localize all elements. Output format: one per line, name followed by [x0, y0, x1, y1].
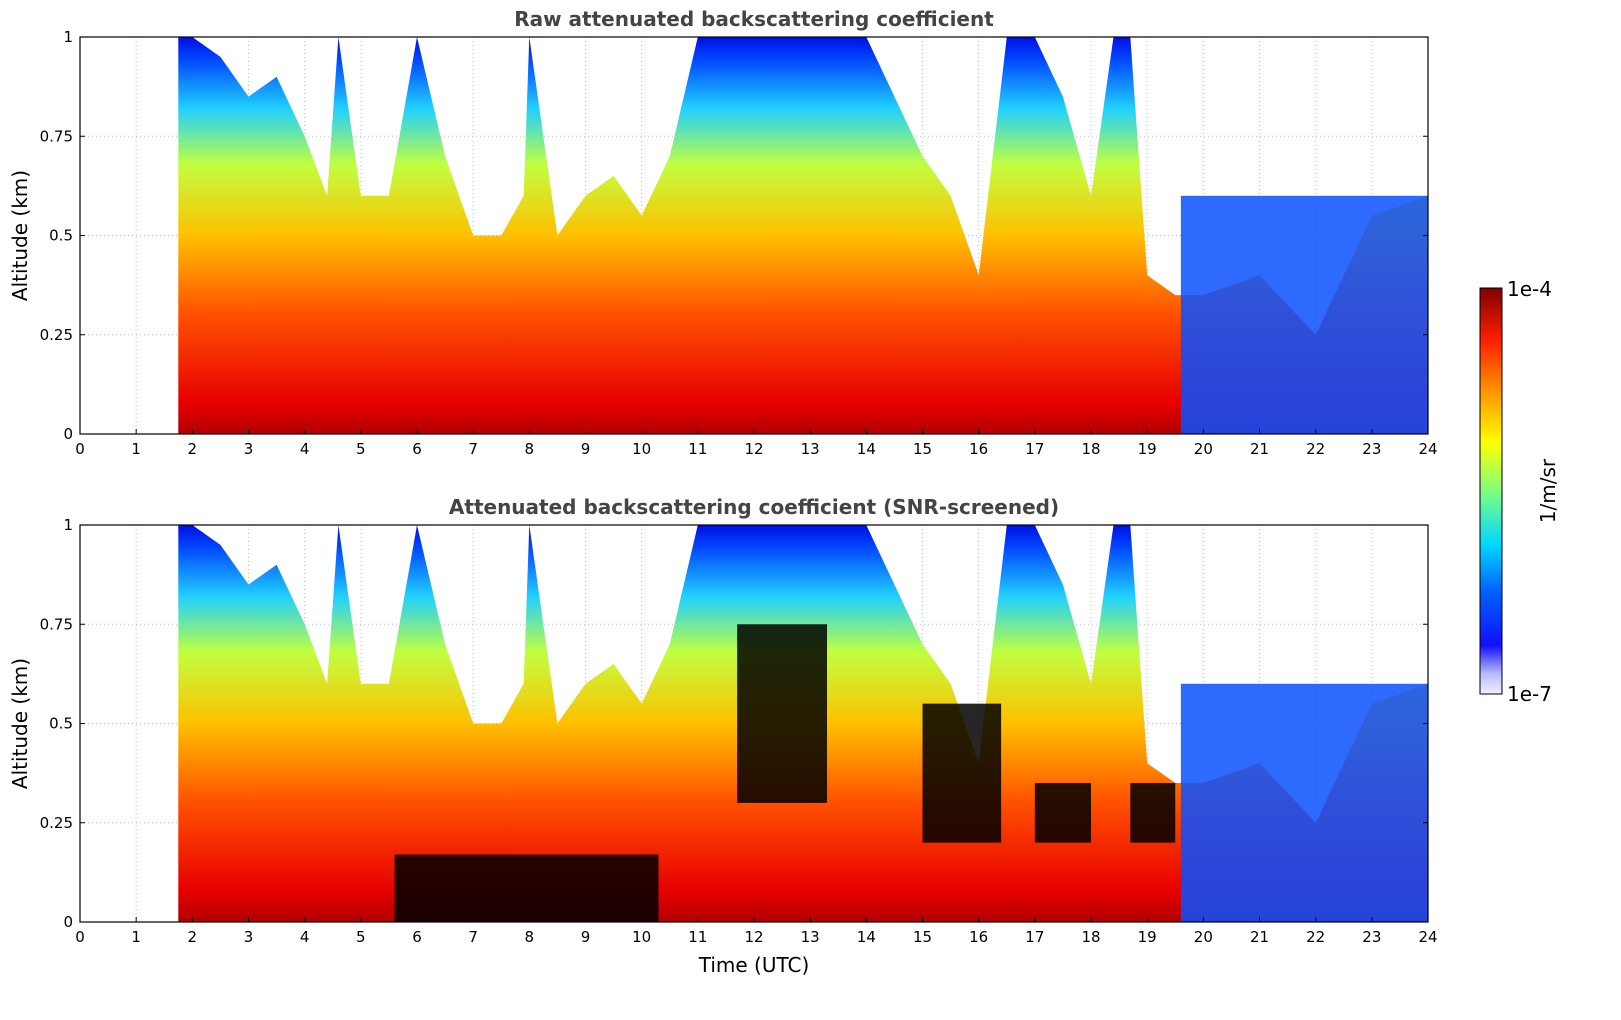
screened-heatmap [178, 525, 1428, 922]
screened-region [922, 703, 1002, 843]
x-tick-label: 19 [1138, 928, 1157, 946]
x-tick-label: 8 [525, 928, 535, 946]
y-tick-label: 0.5 [49, 715, 73, 733]
x-tick-label: 11 [688, 440, 707, 458]
screened-panel-title: Attenuated backscattering coefficient (S… [449, 495, 1059, 519]
colorbar-unit-label: 1/m/sr [1536, 458, 1560, 523]
x-tick-label: 13 [801, 928, 820, 946]
x-tick-label: 18 [1081, 928, 1100, 946]
clear-sky-region [1180, 195, 1428, 434]
x-tick-label: 22 [1306, 928, 1325, 946]
x-tick-label: 10 [632, 440, 651, 458]
x-tick-label: 2 [188, 928, 198, 946]
raw-x-ticks: 0 1 2 3 4 5 6 7 8 9 10 11 12 13 14 15 16 17 18 19 20 21 22 23 24 [75, 429, 1438, 458]
x-tick-label: 14 [857, 440, 876, 458]
screened-y-axis-label: Altitude (km) [8, 658, 32, 789]
x-tick-label: 19 [1138, 440, 1157, 458]
x-tick-label: 16 [969, 928, 988, 946]
screened-region [394, 854, 659, 922]
x-tick-label: 10 [632, 928, 651, 946]
colorbar: 1e-4 1e-7 1/m/sr [1479, 277, 1560, 706]
y-tick-label: 0.25 [40, 814, 73, 832]
y-tick-label: 0.5 [49, 227, 73, 245]
x-tick-label: 1 [131, 440, 141, 458]
y-tick-label: 0.75 [40, 127, 73, 145]
x-tick-label: 6 [412, 440, 422, 458]
x-tick-label: 20 [1194, 928, 1213, 946]
y-tick-label: 0 [63, 425, 73, 443]
x-tick-label: 21 [1250, 440, 1269, 458]
x-tick-label: 5 [356, 928, 366, 946]
x-tick-label: 9 [581, 928, 591, 946]
y-tick-label: 0.75 [40, 615, 73, 633]
x-tick-label: 12 [744, 928, 763, 946]
x-tick-label: 18 [1081, 440, 1100, 458]
x-tick-label: 24 [1418, 440, 1437, 458]
clear-sky-region [1180, 683, 1428, 922]
colorbar-min-label: 1e-7 [1507, 682, 1552, 706]
raw-panel-title: Raw attenuated backscattering coefficien… [514, 7, 994, 31]
x-tick-label: 17 [1025, 928, 1044, 946]
x-tick-label: 20 [1194, 440, 1213, 458]
colorbar-max-label: 1e-4 [1507, 277, 1552, 301]
x-tick-label: 24 [1418, 928, 1437, 946]
screened-y-ticks: 0 0.25 0.5 0.75 1 [40, 516, 1428, 931]
x-tick-label: 23 [1362, 440, 1381, 458]
x-tick-label: 16 [969, 440, 988, 458]
y-tick-label: 0.25 [40, 326, 73, 344]
backscatter-profile [178, 37, 1428, 434]
x-tick-label: 0 [75, 440, 85, 458]
raw-backscatter-panel: Raw attenuated backscattering coefficien… [8, 7, 1438, 458]
x-tick-label: 12 [744, 440, 763, 458]
x-tick-label: 21 [1250, 928, 1269, 946]
x-tick-label: 13 [801, 440, 820, 458]
x-tick-label: 3 [244, 928, 254, 946]
x-tick-label: 14 [857, 928, 876, 946]
x-tick-label: 6 [412, 928, 422, 946]
x-tick-label: 5 [356, 440, 366, 458]
y-tick-label: 0 [63, 913, 73, 931]
x-tick-label: 7 [468, 928, 478, 946]
screened-backscatter-panel: Attenuated backscattering coefficient (S… [8, 495, 1438, 977]
x-tick-label: 3 [244, 440, 254, 458]
colorbar-gradient [1479, 287, 1503, 695]
x-tick-label: 23 [1362, 928, 1381, 946]
screened-region [1130, 783, 1176, 843]
x-tick-label: 15 [913, 928, 932, 946]
x-tick-label: 8 [525, 440, 535, 458]
time-axis-label: Time (UTC) [698, 953, 810, 977]
x-tick-label: 2 [188, 440, 198, 458]
raw-y-ticks: 0 0.25 0.5 0.75 1 [40, 28, 1428, 443]
x-tick-label: 22 [1306, 440, 1325, 458]
x-tick-label: 4 [300, 928, 310, 946]
x-tick-label: 11 [688, 928, 707, 946]
raw-heatmap [178, 37, 1428, 434]
y-tick-label: 1 [63, 28, 73, 46]
x-tick-label: 1 [131, 928, 141, 946]
x-tick-label: 9 [581, 440, 591, 458]
x-tick-label: 4 [300, 440, 310, 458]
x-tick-label: 0 [75, 928, 85, 946]
x-tick-label: 17 [1025, 440, 1044, 458]
screened-x-ticks: 0 1 2 3 4 5 6 7 8 9 10 11 12 13 14 15 16 17 18 19 20 21 22 23 24 [75, 917, 1438, 946]
x-tick-label: 15 [913, 440, 932, 458]
raw-y-axis-label: Altitude (km) [8, 170, 32, 301]
y-tick-label: 1 [63, 516, 73, 534]
screened-region [737, 624, 828, 803]
screened-region [1034, 783, 1091, 843]
x-tick-label: 7 [468, 440, 478, 458]
